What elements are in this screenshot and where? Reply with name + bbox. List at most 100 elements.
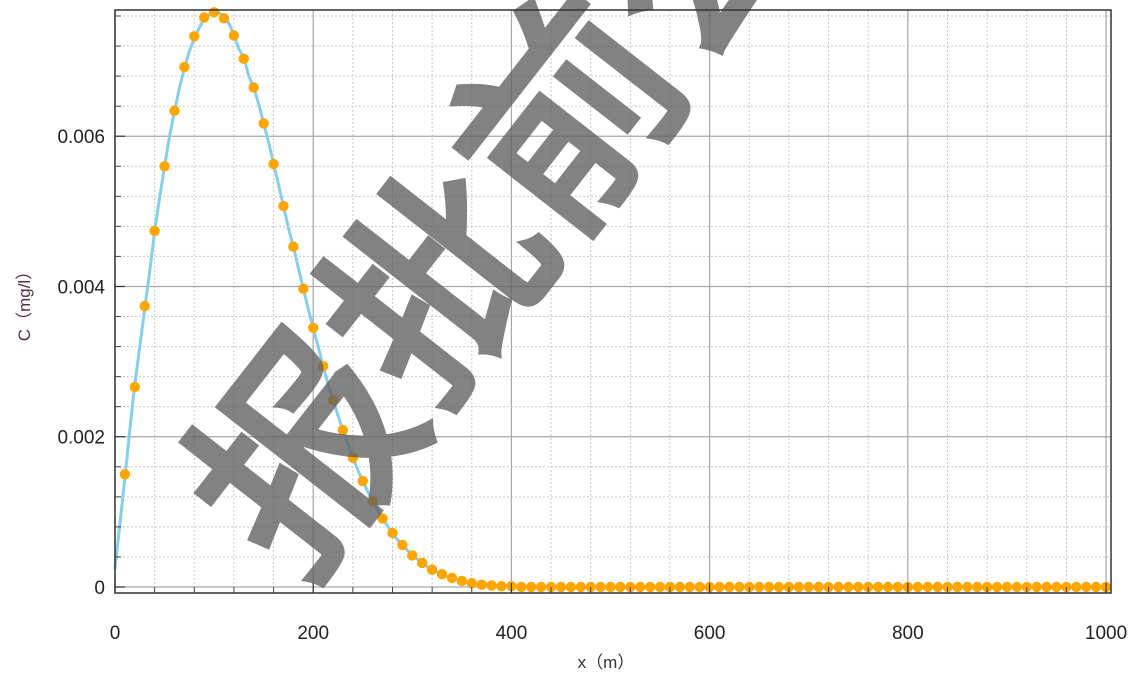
plot-background xyxy=(115,10,1111,593)
x-tick-label: 400 xyxy=(496,623,528,644)
y-tick-label: 0.004 xyxy=(57,277,105,298)
data-point xyxy=(228,30,240,41)
y-axis-title: C（mg/l） xyxy=(15,263,34,341)
data-point xyxy=(258,118,269,129)
data-point xyxy=(377,513,388,524)
data-point xyxy=(327,394,339,406)
data-point xyxy=(684,581,695,593)
plot-frame xyxy=(114,9,1112,594)
data-point xyxy=(595,581,606,593)
x-tick-label: 200 xyxy=(297,623,329,644)
data-point xyxy=(962,581,973,593)
data-point xyxy=(932,581,943,593)
data-point xyxy=(1090,581,1102,593)
x-axis-title: x（m） xyxy=(578,653,635,672)
data-point xyxy=(119,469,131,480)
data-point xyxy=(387,527,398,539)
x-tick-label: 600 xyxy=(694,623,726,644)
data-point xyxy=(456,575,468,587)
data-point xyxy=(575,581,586,593)
data-point xyxy=(674,581,686,593)
data-point xyxy=(1041,581,1052,593)
data-point xyxy=(407,550,418,561)
y-tick-label: 0.006 xyxy=(57,127,105,148)
data-point xyxy=(337,424,349,436)
data-point xyxy=(426,564,438,575)
data-point xyxy=(347,452,359,463)
data-point xyxy=(129,381,140,393)
data-point xyxy=(882,581,894,593)
data-point xyxy=(298,283,309,294)
data-point xyxy=(476,579,487,590)
data-point xyxy=(526,581,537,593)
data-point xyxy=(1011,581,1023,593)
x-tick-label: 1000 xyxy=(1085,623,1127,644)
y-tick-label: 0.002 xyxy=(57,428,105,449)
data-point xyxy=(248,82,259,93)
data-point xyxy=(1031,581,1042,593)
data-point xyxy=(417,557,428,569)
data-point xyxy=(496,581,507,592)
data-point xyxy=(833,581,844,593)
data-point xyxy=(218,13,230,24)
axis-ticks xyxy=(114,15,1107,593)
data-point xyxy=(179,61,190,73)
data-point xyxy=(486,580,497,591)
data-point xyxy=(169,105,180,116)
y-tick-label: 0 xyxy=(94,578,105,599)
data-point xyxy=(763,581,775,593)
data-point xyxy=(278,200,289,212)
data-point xyxy=(694,581,705,593)
data-point xyxy=(605,581,616,593)
data-point xyxy=(199,12,210,23)
data-point xyxy=(615,581,626,593)
data-point xyxy=(714,581,725,593)
data-point xyxy=(466,578,477,589)
data-point xyxy=(1071,581,1082,593)
data-point xyxy=(308,322,319,333)
x-tick-label: 800 xyxy=(892,623,924,644)
data-point xyxy=(149,225,160,237)
data-point xyxy=(268,158,279,170)
data-point xyxy=(793,581,804,593)
data-point xyxy=(288,241,299,252)
y-tick-labels: 0 0.002 0.004 0.006 xyxy=(57,127,105,599)
data-point xyxy=(654,581,666,593)
data-point xyxy=(1051,581,1062,593)
data-point xyxy=(535,581,547,593)
data-point xyxy=(397,539,408,551)
data-point xyxy=(516,581,527,593)
data-point xyxy=(952,581,963,593)
data-point xyxy=(565,581,577,593)
data-point xyxy=(635,581,646,593)
data-point xyxy=(159,161,170,172)
data-point xyxy=(436,569,448,580)
data-point xyxy=(803,581,814,593)
data-point xyxy=(734,581,745,593)
data-point xyxy=(645,581,656,593)
data-point xyxy=(724,581,735,593)
data-point xyxy=(189,31,200,42)
data-point xyxy=(853,581,864,593)
x-tick-labels: 0 200 400 600 800 1000 xyxy=(110,623,1127,644)
data-point xyxy=(892,581,904,593)
data-point xyxy=(317,360,329,372)
data-point xyxy=(922,581,933,593)
data-point xyxy=(208,7,220,18)
data-point xyxy=(139,300,150,312)
data-point xyxy=(446,572,458,584)
x-tick-label: 0 xyxy=(110,623,121,644)
data-point xyxy=(991,581,1003,593)
data-point xyxy=(754,581,765,593)
data-point xyxy=(843,581,854,593)
data-point xyxy=(367,496,378,507)
minor-grid xyxy=(115,10,1111,593)
data-point xyxy=(912,581,923,593)
data-point xyxy=(357,475,368,487)
data-point xyxy=(238,53,249,64)
data-point xyxy=(555,581,567,593)
data-point xyxy=(872,581,884,593)
data-point xyxy=(1001,581,1013,593)
data-point xyxy=(773,581,785,593)
